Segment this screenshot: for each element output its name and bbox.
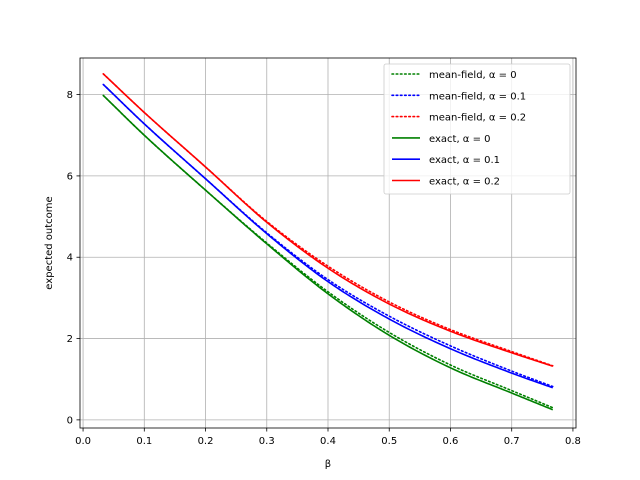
legend-label: exact, α = 0.1 — [429, 155, 500, 166]
y-tick-label: 8 — [67, 90, 73, 101]
y-axis-label: expected outcome — [44, 196, 55, 289]
legend: mean-field, α = 0 mean-field, α = 0.1 mean… — [383, 63, 571, 195]
x-axis-label: β — [325, 459, 331, 470]
legend-label: exact, α = 0 — [429, 134, 491, 145]
x-tick-label: 0.2 — [198, 436, 214, 447]
axis-ticks: 0.0 0.1 0.2 0.3 0.4 0.5 0.6 0.7 0.8 0 2 4 6 8 — [67, 90, 581, 447]
legend-box — [383, 63, 571, 195]
x-tick-label: 0.3 — [259, 436, 275, 447]
y-tick-label: 2 — [67, 334, 73, 345]
x-tick-label: 0.6 — [443, 436, 459, 447]
legend-label: mean-field, α = 0.1 — [429, 91, 526, 102]
legend-label: exact, α = 0.2 — [429, 177, 500, 188]
x-tick-label: 0.1 — [136, 436, 152, 447]
legend-label: mean-field, α = 0 — [429, 70, 517, 81]
x-tick-label: 0.8 — [565, 436, 581, 447]
y-tick-label: 0 — [67, 415, 73, 426]
x-tick-label: 0.7 — [504, 436, 520, 447]
series-line — [102, 73, 553, 367]
legend-label: mean-field, α = 0.2 — [429, 113, 526, 124]
y-tick-label: 6 — [67, 171, 73, 182]
series-line — [102, 94, 554, 411]
x-tick-label: 0.0 — [75, 436, 91, 447]
series-line — [102, 83, 553, 389]
x-tick-label: 0.5 — [381, 436, 397, 447]
x-tick-label: 0.4 — [320, 436, 336, 447]
y-tick-label: 4 — [67, 253, 73, 264]
series-lines — [102, 73, 554, 411]
